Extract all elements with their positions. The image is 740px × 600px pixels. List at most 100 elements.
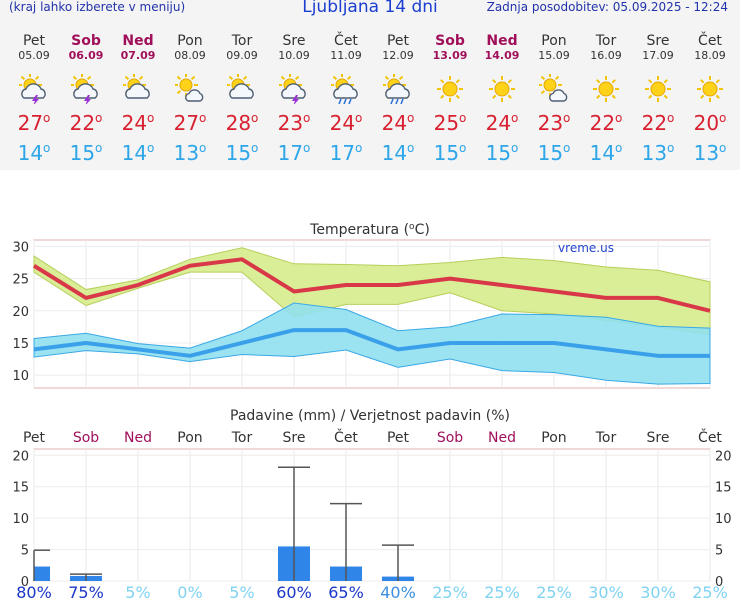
degree-symbol: o bbox=[719, 141, 727, 155]
degree-symbol: o bbox=[147, 111, 155, 125]
max-temperature: 24o bbox=[485, 111, 519, 135]
min-temperature: 17o bbox=[329, 141, 363, 165]
day-column: Ned 07.09 24o 14o bbox=[112, 33, 164, 168]
min-temperature: 17o bbox=[277, 141, 311, 165]
max-temperature: 24o bbox=[381, 111, 415, 135]
min-temperature: 15o bbox=[433, 141, 467, 165]
sun-icon bbox=[593, 76, 619, 102]
precip-probability-label: 5% bbox=[229, 583, 254, 600]
y-tick-label: 30 bbox=[12, 240, 29, 255]
x-tick-label: Tor bbox=[595, 430, 617, 446]
min-temperature: 15o bbox=[537, 141, 571, 165]
degree-symbol: o bbox=[147, 141, 155, 155]
max-temperature: 25o bbox=[433, 111, 467, 135]
x-tick-label: Sre bbox=[647, 430, 670, 446]
location-menu-hint[interactable]: (kraj lahko izberete v meniju) bbox=[9, 0, 186, 14]
min-temperature: 13o bbox=[693, 141, 727, 165]
y-tick-label: 20 bbox=[12, 305, 29, 320]
precip-bar bbox=[34, 566, 50, 581]
sun-icon bbox=[489, 76, 515, 102]
day-name: Pon bbox=[541, 33, 567, 49]
y-tick-label-right: 5 bbox=[715, 544, 723, 559]
day-date: 11.09 bbox=[330, 49, 362, 62]
x-tick-label: Ned bbox=[124, 430, 152, 446]
x-tick-label: Sob bbox=[437, 430, 463, 446]
precip-probability-label: 75% bbox=[68, 583, 104, 600]
day-date: 08.09 bbox=[174, 49, 206, 62]
precip-probability-label: 5% bbox=[125, 583, 150, 600]
day-name: Ned bbox=[122, 33, 154, 49]
day-date: 05.09 bbox=[18, 49, 50, 62]
degree-symbol: o bbox=[43, 111, 51, 125]
max-temperature: 22o bbox=[589, 111, 623, 135]
precip-probability-label: 60% bbox=[276, 583, 312, 600]
chart-title: Temperatura (oC) bbox=[309, 222, 430, 238]
day-column: Čet 18.09 20o 13o bbox=[684, 33, 736, 168]
sun-cloud-rain-icon bbox=[331, 74, 358, 104]
day-date: 16.09 bbox=[590, 49, 622, 62]
day-date: 07.09 bbox=[120, 49, 156, 62]
x-tick-label: Pet bbox=[23, 430, 46, 446]
precip-probability-label: 25% bbox=[692, 583, 728, 600]
min-temperature: 15o bbox=[225, 141, 259, 165]
forecast-strip: (kraj lahko izberete v meniju) Ljubljana… bbox=[0, 0, 740, 170]
x-tick-label: Tor bbox=[231, 430, 253, 446]
degree-symbol: o bbox=[95, 111, 103, 125]
sun-icon bbox=[697, 76, 723, 102]
precip-probability-label: 65% bbox=[328, 583, 364, 600]
min-temp-range-band bbox=[33, 302, 711, 385]
y-tick-label-left: 20 bbox=[12, 449, 29, 464]
day-date: 06.09 bbox=[68, 49, 104, 62]
precipitation-chart: Padavine (mm) / Verjetnost padavin (%) Pe… bbox=[12, 408, 732, 600]
x-tick-label: Čet bbox=[334, 428, 358, 446]
max-temperature: 23o bbox=[277, 111, 311, 135]
sun-small-cloud-icon bbox=[175, 74, 204, 102]
x-tick-label: Pon bbox=[541, 430, 566, 446]
last-update: Zadnja posodobitev: 05.09.2025 - 12:24 bbox=[486, 0, 728, 14]
max-temperature: 27o bbox=[17, 111, 51, 135]
day-date: 12.09 bbox=[382, 49, 414, 62]
precip-probability-label: 30% bbox=[640, 583, 676, 600]
degree-symbol: o bbox=[459, 141, 467, 155]
day-column: Sre 17.09 22o 13o bbox=[632, 33, 684, 168]
y-tick-label-right: 10 bbox=[715, 512, 732, 527]
day-date: 14.09 bbox=[484, 49, 520, 62]
precip-probability-label: 25% bbox=[536, 583, 572, 600]
day-column: Tor 09.09 28o 15o bbox=[216, 33, 268, 168]
precip-probability-label: 80% bbox=[16, 583, 52, 600]
y-tick-label: 15 bbox=[12, 337, 29, 352]
y-tick-label: 25 bbox=[12, 273, 29, 288]
day-date: 09.09 bbox=[226, 49, 258, 62]
degree-symbol: o bbox=[199, 111, 207, 125]
precip-probability-label: 40% bbox=[380, 583, 416, 600]
x-tick-label: Sob bbox=[73, 430, 99, 446]
day-name: Pon bbox=[177, 33, 203, 49]
day-name: Sob bbox=[435, 33, 465, 49]
degree-symbol: o bbox=[563, 141, 571, 155]
sun-cloud-rain-icon bbox=[383, 74, 410, 104]
sun-cloud-thunder-icon bbox=[279, 74, 306, 104]
day-name: Čet bbox=[698, 33, 722, 49]
degree-symbol: o bbox=[667, 111, 675, 125]
day-column: Čet 11.09 24o 17o bbox=[320, 33, 372, 168]
y-tick-label: 10 bbox=[12, 369, 29, 384]
degree-symbol: o bbox=[615, 141, 623, 155]
min-temperature: 14o bbox=[381, 141, 415, 165]
y-tick-label-left: 15 bbox=[12, 481, 29, 496]
degree-symbol: o bbox=[615, 111, 623, 125]
max-temperature: 22o bbox=[69, 111, 103, 135]
max-temperature: 20o bbox=[693, 111, 727, 135]
plot-area bbox=[33, 448, 711, 582]
x-tick-label: Ned bbox=[488, 430, 516, 446]
x-tick-label: Pon bbox=[177, 430, 202, 446]
day-name: Pet bbox=[22, 33, 46, 49]
day-date: 10.09 bbox=[278, 49, 310, 62]
min-temperature: 13o bbox=[641, 141, 675, 165]
min-temperature: 14o bbox=[589, 141, 623, 165]
precip-probability-label: 30% bbox=[588, 583, 624, 600]
min-temperature: 14o bbox=[17, 141, 51, 165]
precip-probability-label: 25% bbox=[432, 583, 468, 600]
day-column: Ned 14.09 24o 15o bbox=[476, 33, 528, 168]
y-tick-label-left: 10 bbox=[12, 512, 29, 527]
day-column: Sre 10.09 23o 17o bbox=[268, 33, 320, 168]
